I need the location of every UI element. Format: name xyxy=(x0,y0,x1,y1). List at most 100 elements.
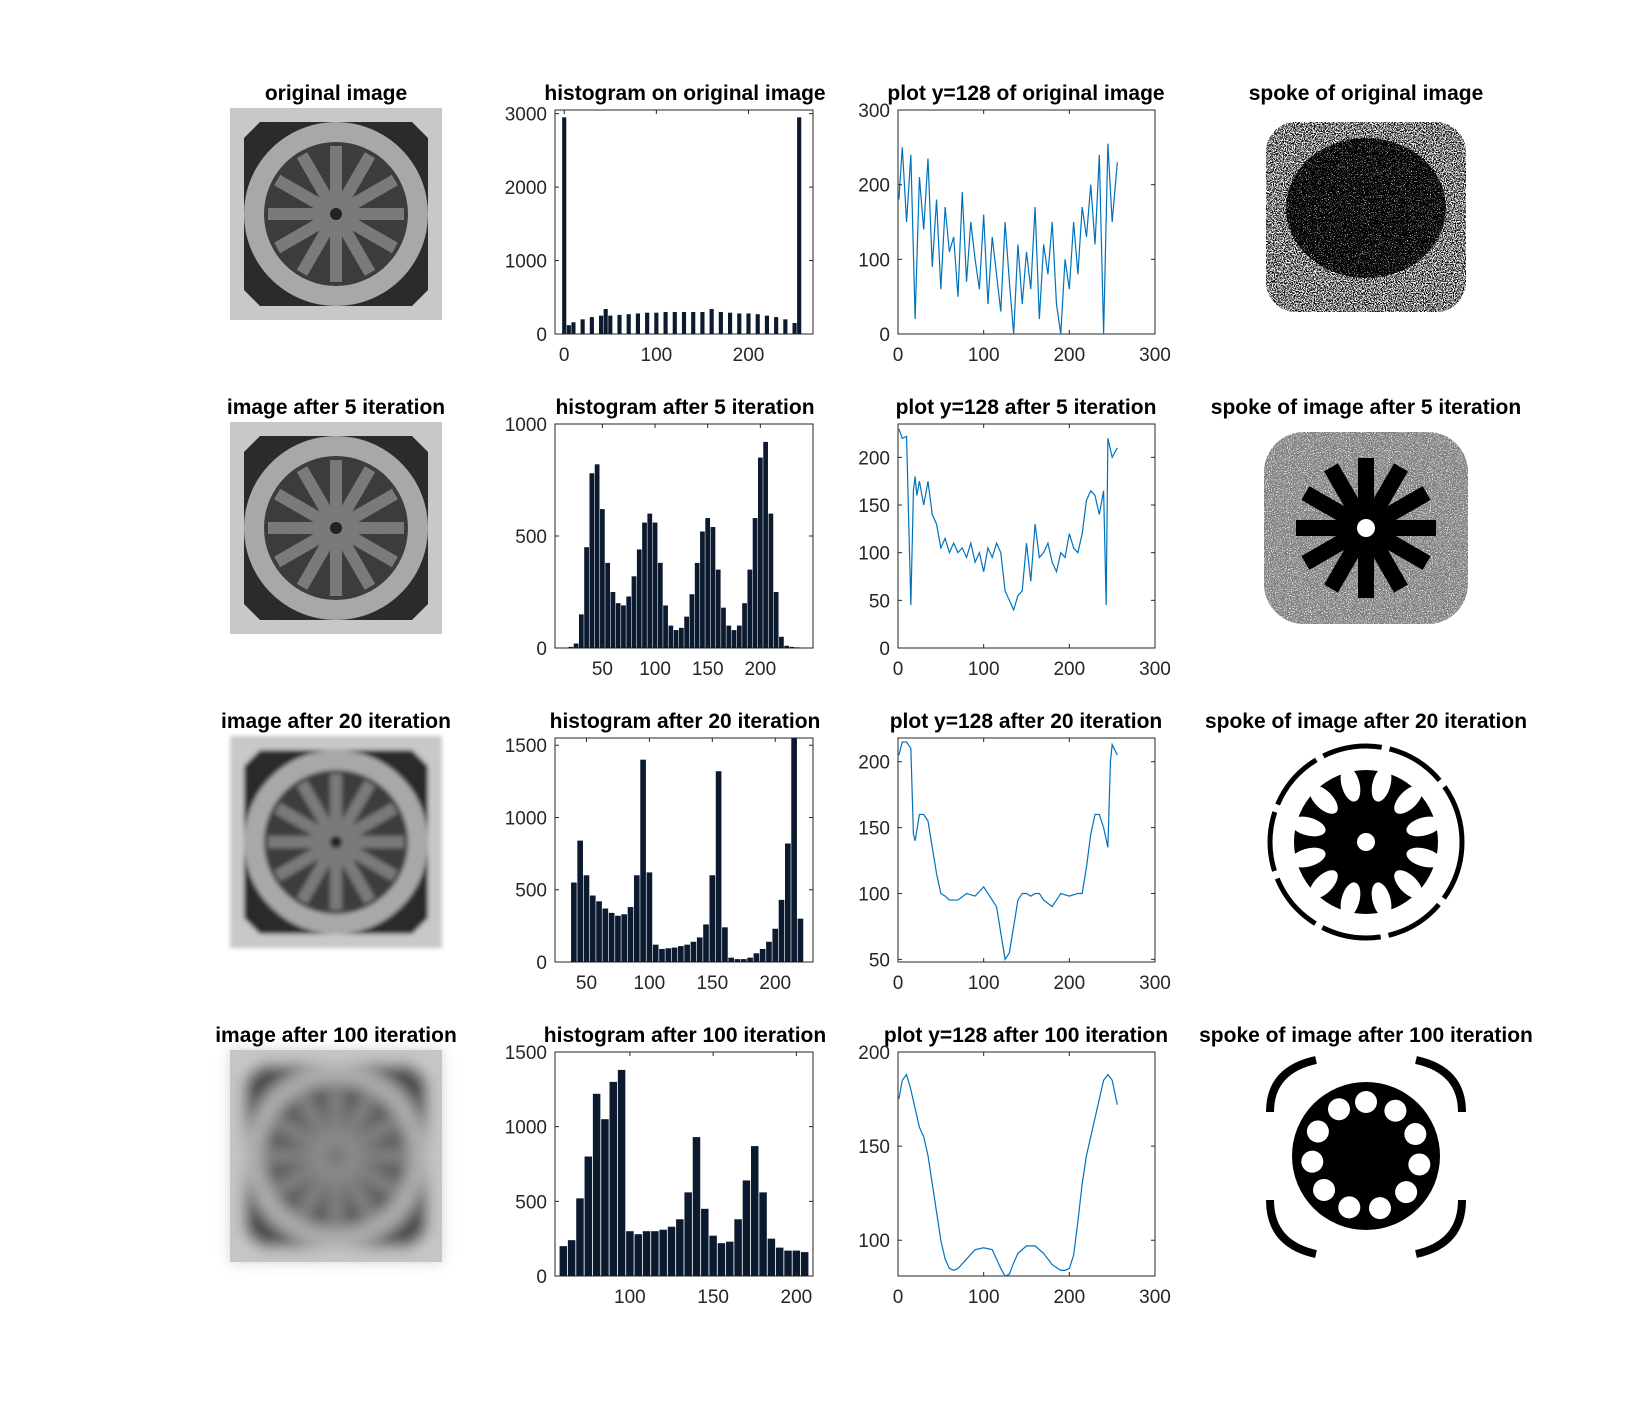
histogram-bar xyxy=(594,464,600,648)
y-tick-label: 200 xyxy=(858,448,890,469)
x-tick-label: 300 xyxy=(1139,973,1171,994)
histogram-bar xyxy=(728,312,733,334)
y-tick-label: 1000 xyxy=(505,415,547,436)
histogram-bar xyxy=(705,518,711,648)
histogram-bar xyxy=(671,947,678,962)
x-tick-label: 150 xyxy=(696,973,728,994)
histogram-bar xyxy=(672,311,677,334)
y-tick-label: 0 xyxy=(536,953,547,974)
histogram-bar xyxy=(615,915,621,962)
histogram-bar xyxy=(589,317,594,334)
x-tick-label: 150 xyxy=(697,1287,729,1308)
title-hist-5: histogram after 5 iteration xyxy=(555,396,814,419)
profile-chart: 0 100 200 300 100 150 200 xyxy=(858,1043,1171,1308)
histogram-bar xyxy=(742,603,747,648)
y-tick-label: 1000 xyxy=(505,252,547,273)
histogram-bar xyxy=(755,314,760,334)
spoke-of-image-after-5-iteration xyxy=(1260,422,1472,634)
y-tick-label: 0 xyxy=(536,639,547,660)
histogram-bar xyxy=(736,625,742,648)
histogram-bar xyxy=(797,918,804,962)
histogram-bar xyxy=(709,1235,717,1276)
title-original-image: original image xyxy=(265,82,407,105)
axes-box xyxy=(897,737,1156,963)
histogram-bar xyxy=(635,313,641,334)
histogram-bar xyxy=(701,1208,709,1276)
x-tick-label: 200 xyxy=(781,1287,813,1308)
histogram-bar xyxy=(610,592,616,648)
title-image-after-20: image after 20 iteration xyxy=(221,710,451,733)
histogram-bar xyxy=(734,959,741,962)
x-tick-label: 300 xyxy=(1139,345,1171,366)
title-profile-20: plot y=128 after 20 iteration xyxy=(890,710,1163,733)
x-tick-label: 100 xyxy=(634,973,666,994)
y-tick-label: 500 xyxy=(515,1192,547,1213)
image-after-100-iteration xyxy=(230,1050,442,1262)
histogram-bar xyxy=(759,948,766,962)
histogram-bar xyxy=(764,315,770,334)
histogram-bar xyxy=(767,1238,776,1276)
histogram-bar xyxy=(800,1252,809,1276)
histogram-bar xyxy=(700,311,705,334)
x-tick-label: 200 xyxy=(1053,345,1085,366)
y-tick-label: 0 xyxy=(879,325,890,346)
histogram-bar xyxy=(678,946,684,962)
x-tick-label: 0 xyxy=(893,659,904,680)
image-after-20-iteration xyxy=(230,736,442,948)
histogram-bar xyxy=(592,1093,601,1276)
histogram-bar xyxy=(734,1219,742,1276)
histogram-bar xyxy=(751,1146,759,1276)
x-tick-label: 0 xyxy=(893,345,904,366)
histogram-bar xyxy=(647,513,653,648)
x-tick-label: 100 xyxy=(968,1287,1000,1308)
histogram-bar xyxy=(717,1243,726,1276)
profile-chart: 0 100 200 300 0 50 100 150 200 xyxy=(858,423,1171,680)
histogram-bar xyxy=(663,311,668,334)
histogram-bar xyxy=(684,616,689,648)
y-tick-label: 0 xyxy=(536,325,547,346)
histogram-bar xyxy=(794,647,800,648)
title-hist-100: histogram after 100 iteration xyxy=(544,1024,826,1047)
title-hist-original: histogram on original image xyxy=(544,82,825,105)
histogram-bar xyxy=(621,914,628,962)
histogram-bar xyxy=(573,643,579,648)
title-image-after-5: image after 5 iteration xyxy=(227,396,445,419)
histogram-bar xyxy=(726,1241,734,1276)
histogram-bar xyxy=(740,959,747,962)
histogram-bar xyxy=(654,312,659,334)
histogram-bar xyxy=(645,312,650,334)
histogram-bar xyxy=(710,527,716,648)
x-tick-label: 200 xyxy=(759,973,791,994)
y-tick-label: 500 xyxy=(515,881,547,902)
histogram-bar xyxy=(692,1137,701,1276)
histogram-bar xyxy=(784,1250,792,1276)
histogram-bar xyxy=(709,875,716,962)
x-tick-label: 200 xyxy=(733,345,765,366)
histogram-bar xyxy=(668,625,674,648)
histogram-bar xyxy=(596,901,602,962)
y-tick-label: 1500 xyxy=(505,1043,547,1064)
y-tick-label: 2000 xyxy=(505,178,547,199)
profile-chart: 0 100 200 300 0 100 200 300 xyxy=(858,101,1171,366)
histogram-bar xyxy=(726,625,732,648)
title-profile-100: plot y=128 after 100 iteration xyxy=(884,1024,1168,1047)
x-tick-label: 50 xyxy=(576,973,597,994)
histogram-bar xyxy=(608,912,615,962)
histogram-bar xyxy=(600,509,605,648)
histogram-bar xyxy=(718,311,723,334)
y-tick-label: 100 xyxy=(858,1231,890,1252)
histogram-bar xyxy=(559,1246,568,1276)
y-tick-label: 1000 xyxy=(505,808,547,829)
histogram-bar xyxy=(690,941,697,962)
title-spoke-original: spoke of original image xyxy=(1249,82,1484,105)
histogram-bar xyxy=(599,315,604,334)
histogram-bar xyxy=(722,927,728,962)
x-tick-label: 150 xyxy=(692,659,724,680)
y-tick-label: 0 xyxy=(536,1267,547,1288)
axes-box xyxy=(554,1051,814,1277)
histogram-bar xyxy=(605,562,611,648)
histogram-bar xyxy=(608,315,613,334)
